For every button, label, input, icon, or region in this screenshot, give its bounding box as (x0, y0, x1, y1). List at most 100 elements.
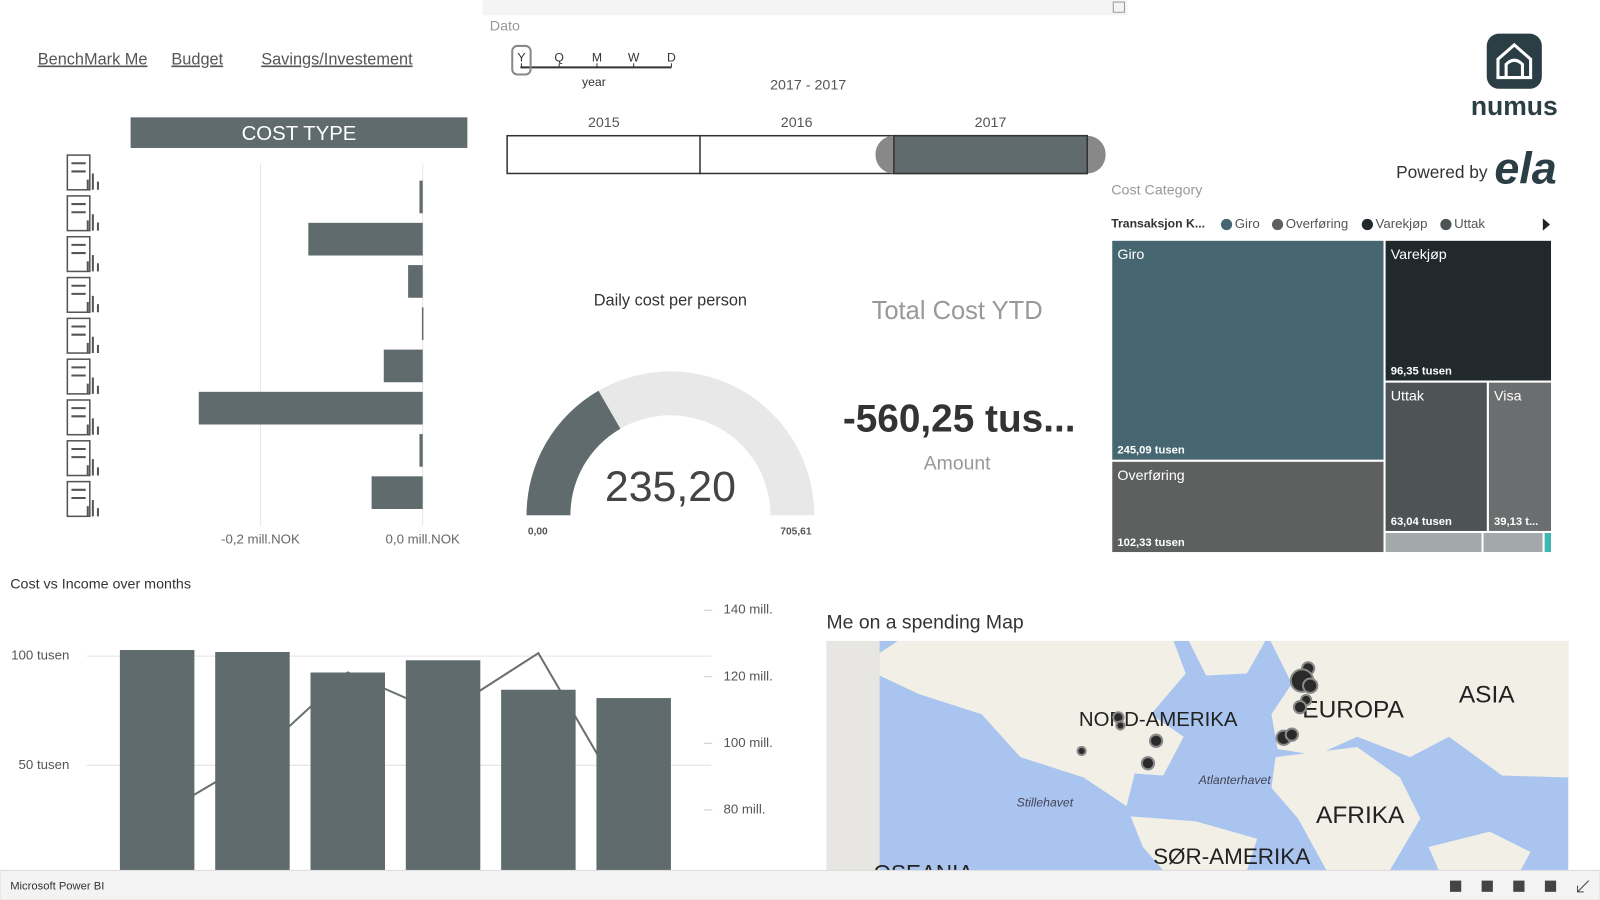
bar (198, 391, 423, 425)
bar (405, 660, 481, 875)
x-tick-label: -0,2 mill.NOK (221, 531, 300, 546)
treemap-tile[interactable] (1383, 238, 1554, 383)
treemap-tile[interactable] (1383, 530, 1484, 555)
tile-value: 102,33 tusen (1117, 537, 1184, 549)
granularity-option[interactable]: Y (517, 50, 525, 64)
fullscreen[interactable] (1577, 880, 1590, 893)
granularity-option[interactable]: M (592, 50, 602, 64)
x-tick-label: 0,0 mill.NOK (386, 531, 461, 546)
treemap-tile[interactable] (1110, 238, 1386, 462)
bar (310, 672, 385, 875)
map-point[interactable] (1302, 677, 1319, 694)
powered-by: Powered by (1396, 162, 1488, 182)
title-banner (130, 117, 468, 148)
granularity-option[interactable]: Q (554, 50, 564, 64)
share-linkedin[interactable] (1450, 880, 1462, 892)
y-tick-label: 50 tusen (19, 757, 70, 772)
map-point[interactable] (1292, 700, 1308, 715)
bar (119, 650, 195, 875)
bar (308, 222, 423, 256)
app-name: Microsoft Power BI (10, 881, 104, 893)
category-icon (66, 276, 91, 314)
category-icon (66, 440, 91, 477)
bar (383, 349, 423, 383)
y2-tick-label: 120 mill. (723, 668, 772, 683)
land (1428, 831, 1531, 871)
granularity-option[interactable]: W (628, 50, 640, 64)
logo-house (1496, 42, 1533, 80)
map-label: SØR-AMERIKA (1153, 844, 1310, 869)
map-point[interactable] (1076, 745, 1087, 757)
map-point[interactable] (1284, 727, 1299, 742)
tile-label: Giro (1117, 247, 1144, 263)
gauge-max: 705,61 (780, 526, 811, 537)
category-icon (66, 317, 91, 354)
category-icon (66, 154, 91, 191)
legend-label: Overføring (1286, 216, 1349, 231)
bar (596, 698, 671, 875)
category-icon (71, 407, 99, 435)
category-icon (71, 203, 99, 231)
category-icon (71, 447, 99, 476)
category-icon (71, 243, 99, 272)
legend-label: Uttak (1454, 216, 1485, 231)
land (879, 640, 1186, 807)
share-facebook[interactable] (1513, 880, 1525, 892)
treemap-tile[interactable] (1542, 530, 1554, 555)
granularity-option[interactable]: D (667, 50, 676, 64)
treemap-tile[interactable] (1383, 380, 1489, 534)
granularity-selected (511, 44, 532, 76)
bar (421, 307, 424, 340)
legend-marker (1220, 218, 1233, 231)
legend-label: Varekjøp (1376, 216, 1428, 231)
category-icon (66, 358, 91, 395)
year-cell[interactable] (506, 134, 702, 175)
tile-value: 63,04 tusen (1391, 516, 1452, 528)
category-icon (66, 235, 91, 273)
bar (501, 689, 576, 875)
legend-label: Giro (1235, 216, 1260, 231)
kpi-title: Total Cost YTD (872, 297, 1043, 325)
tile-value: 245,09 tusen (1117, 445, 1184, 457)
category-icon (71, 162, 99, 190)
map-point[interactable] (1115, 720, 1126, 731)
map-point[interactable] (1148, 733, 1164, 748)
share[interactable] (1544, 880, 1557, 892)
tile-label: Overføring (1117, 468, 1184, 484)
treemap-title: Cost Category (1111, 183, 1203, 199)
map-label: ASIA (1459, 681, 1515, 708)
logo-text: numus (1471, 91, 1558, 121)
category-icon (71, 325, 99, 354)
map-label: EUROPA (1302, 697, 1404, 724)
category-icon (71, 366, 99, 394)
land (1130, 816, 1258, 871)
land (1188, 640, 1266, 676)
share-twitter[interactable] (1481, 880, 1493, 892)
y2-tick-label: 80 mill. (723, 801, 765, 816)
treemap-tile[interactable] (1481, 530, 1545, 555)
tile-value: 96,35 tusen (1391, 365, 1452, 377)
legend-marker (1440, 218, 1452, 231)
kpi-label: Amount (924, 452, 991, 474)
legend-title: Transaksjon K... (1111, 217, 1205, 231)
map-label: NORD-AMERIKA (1079, 709, 1238, 731)
partner-logo: ela (1494, 142, 1556, 193)
year-label: 2016 (781, 115, 813, 131)
focus-mode-icon[interactable] (1112, 1, 1125, 13)
treemap-tile[interactable] (1110, 459, 1386, 555)
nav-link[interactable]: BenchMark Me (38, 51, 148, 69)
map-label: OSEANIA (874, 860, 974, 885)
land (1271, 746, 1421, 871)
year-label: 2015 (588, 115, 620, 131)
gauge-title: Daily cost per person (594, 291, 747, 309)
legend-next[interactable] (1542, 218, 1550, 231)
combo-title: Cost vs Income over months (10, 576, 191, 592)
year-cell[interactable] (699, 134, 895, 175)
nav-link[interactable]: Budget (171, 51, 223, 69)
map-margin (826, 640, 880, 871)
nav-link[interactable]: Savings/Investement (261, 51, 413, 69)
map-point[interactable] (1140, 756, 1156, 771)
category-icon (66, 195, 91, 232)
